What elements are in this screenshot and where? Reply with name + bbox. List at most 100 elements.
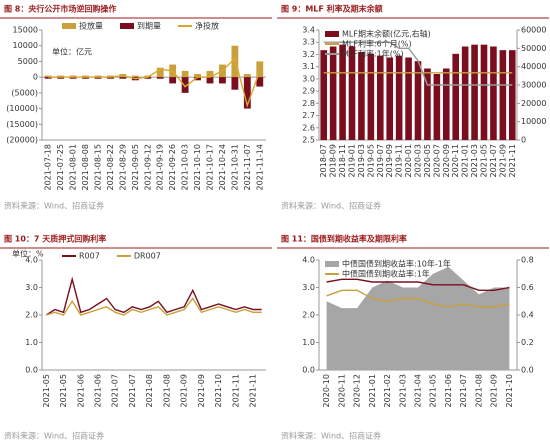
x-tick-label: 2020-01 xyxy=(404,144,413,177)
x-tick-label: 2021-09 xyxy=(197,374,206,407)
x-tick-label: 2021-03 xyxy=(398,374,407,407)
legend-label: MLF期末余额(亿元,右轴) xyxy=(342,29,431,39)
bar xyxy=(339,44,346,140)
x-tick-label: 2021-09 xyxy=(180,374,189,407)
x-tick-label: 2021-03 xyxy=(470,144,479,177)
x-tick-label: 2020-12 xyxy=(353,374,362,407)
bar xyxy=(69,77,77,79)
bar xyxy=(169,77,177,84)
bar xyxy=(256,61,264,78)
x-tick-label: 2020-10 xyxy=(322,374,331,407)
x-tick-label: 2021-10 xyxy=(214,374,223,407)
legend-label: 中债国债到期收益率:1年 xyxy=(342,269,430,279)
bar xyxy=(358,52,365,140)
y-tick-label: 1.0 xyxy=(302,338,315,347)
legend-label: 中债国债到期收益率:10年-1年 xyxy=(342,259,451,269)
x-tick-label: 2021-07 xyxy=(111,374,120,407)
x-tick-label: 2021-08-22 xyxy=(106,144,115,191)
y-tick-label: 0.0 xyxy=(25,366,38,375)
bar xyxy=(348,46,356,140)
source: 资料来源：Wind、招商证券 xyxy=(281,431,381,441)
y-tick-label: 3.0 xyxy=(25,283,38,292)
x-tick-label: 2021-11 xyxy=(231,374,240,407)
x-tick-label: 2018-11 xyxy=(338,144,347,177)
bar xyxy=(194,77,201,81)
bar xyxy=(386,57,394,140)
legend-label: 净投放 xyxy=(195,21,219,31)
x-tick-label: 2021-08-08 xyxy=(81,144,90,191)
x-tick-label: 2021-10-10 xyxy=(193,144,202,191)
bar xyxy=(256,77,264,87)
x-tick-label: 2021-11 xyxy=(249,374,258,407)
y2-tick-label: 0.0 xyxy=(521,366,534,375)
y-tick-label: 2.9 xyxy=(302,87,315,96)
x-tick-label: 2021-01 xyxy=(368,374,377,407)
bar xyxy=(231,77,239,90)
x-tick-label: 2020-11 xyxy=(337,374,346,407)
y-tick-label: 3.3 xyxy=(302,38,315,47)
x-tick-label: 2021-07 xyxy=(128,374,137,407)
x-tick-label: 2019-01 xyxy=(348,144,357,177)
x-tick-label: 2021-02 xyxy=(383,374,392,407)
x-tick-label: 2019-05 xyxy=(366,144,375,177)
line xyxy=(326,289,510,308)
bar xyxy=(82,75,89,78)
x-tick-label: 2021-04 xyxy=(414,374,423,407)
y-tick-label: 3.0 xyxy=(302,74,315,83)
y-tick-label: (5000) xyxy=(11,88,38,97)
y-tick-label: 15000 xyxy=(13,26,38,35)
bar xyxy=(243,74,251,78)
bar xyxy=(442,68,450,140)
x-tick-label: 2021-09-05 xyxy=(131,144,140,191)
bar xyxy=(94,75,102,78)
x-tick-label: 2021-11-07 xyxy=(243,144,252,191)
y-tick-label: 10000 xyxy=(13,41,38,50)
source: 资料来源：Wind、招商证券 xyxy=(4,431,104,441)
bar xyxy=(94,77,102,79)
legend-swatch xyxy=(325,31,339,37)
bar xyxy=(69,75,77,78)
x-tick-label: 2021-01 xyxy=(461,144,470,177)
x-tick-label: 2021-06 xyxy=(76,374,85,407)
y-tick-label: 4.0 xyxy=(25,256,38,265)
bar xyxy=(119,77,127,79)
y2-tick-label: 0.6 xyxy=(521,283,534,292)
line xyxy=(323,41,513,86)
x-tick-label: 2021-05 xyxy=(429,374,438,407)
x-tick-label: 2021-10-03 xyxy=(181,144,190,191)
bar xyxy=(82,77,89,79)
bar xyxy=(490,46,497,140)
bar xyxy=(320,50,328,140)
x-tick-label: 2021-07 xyxy=(459,374,468,407)
x-tick-label: 2021-10 xyxy=(505,374,514,407)
x-tick-label: 2021-08-01 xyxy=(69,144,78,191)
bar xyxy=(194,74,201,78)
panel-title: 图 10：7 天质押式回购利率 xyxy=(4,234,106,244)
y-tick-label: 5000 xyxy=(18,57,38,66)
x-tick-label: 2021-11-14 xyxy=(255,144,264,191)
bar xyxy=(57,75,65,78)
source: 资料来源：Wind、招商证券 xyxy=(4,201,104,211)
x-tick-label: 2020-09 xyxy=(442,144,451,177)
y2-tick-label: 10000 xyxy=(521,117,546,126)
bar xyxy=(144,77,152,79)
x-tick-label: 2021-09 xyxy=(490,374,499,407)
y2-tick-label: 20000 xyxy=(521,99,546,108)
bar xyxy=(405,57,412,140)
bar xyxy=(107,77,114,79)
line xyxy=(46,297,262,316)
legend-swatch xyxy=(325,261,339,267)
panel-title: 图 9：MLF 利率及期末余额 xyxy=(281,4,383,14)
x-tick-label: 2021-08-15 xyxy=(94,144,103,191)
y-tick-label: 4.0 xyxy=(302,256,315,265)
x-tick-label: 2021-09-19 xyxy=(156,144,165,191)
unit-label: 单位：% xyxy=(12,249,44,259)
y2-tick-label: 0.2 xyxy=(521,338,534,347)
area xyxy=(326,266,510,370)
line xyxy=(45,276,262,316)
bar xyxy=(508,50,516,140)
y-tick-label: 2.5 xyxy=(302,136,315,145)
bar xyxy=(499,50,507,140)
unit-label: 单位：亿元 xyxy=(52,47,92,57)
y-tick-label: (20000) xyxy=(6,136,38,145)
